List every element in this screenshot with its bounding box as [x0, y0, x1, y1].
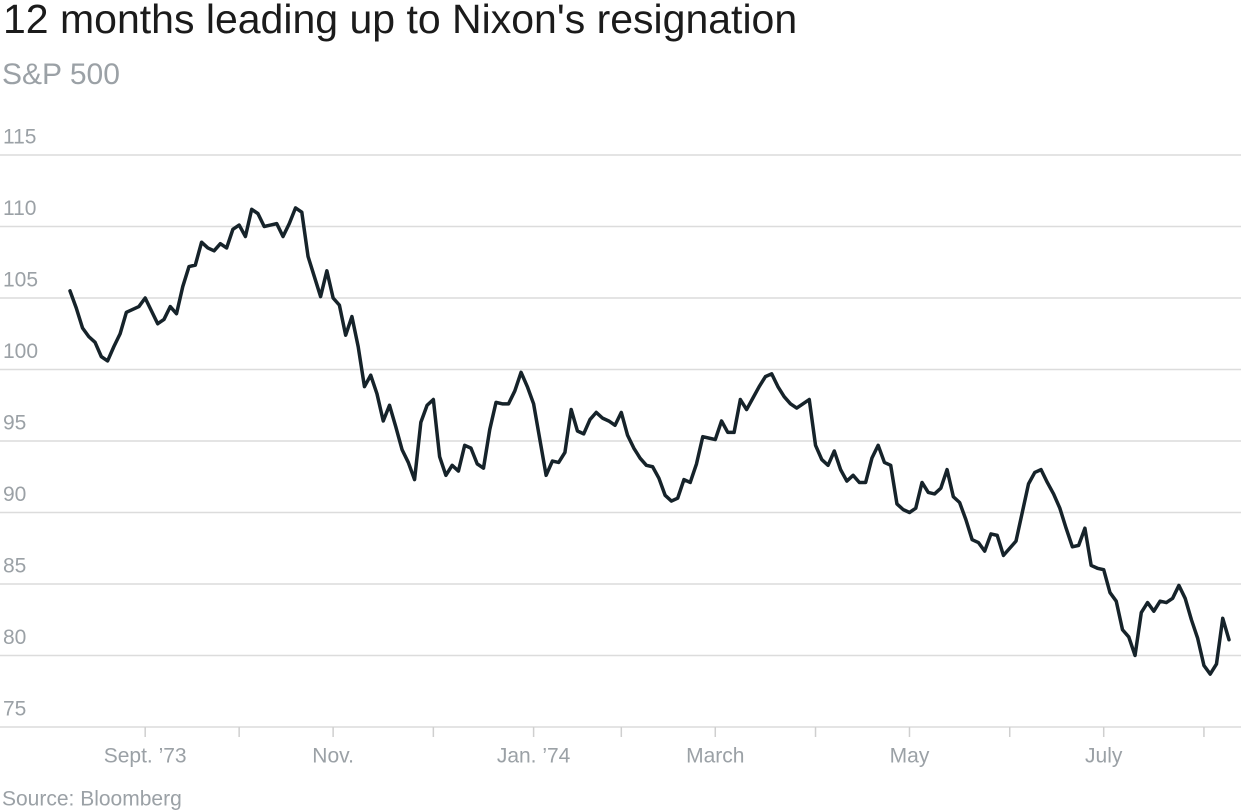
y-tick-label: 95	[3, 412, 26, 435]
y-tick-label: 115	[3, 126, 36, 149]
y-tick-label: 110	[3, 197, 36, 220]
y-tick-label: 75	[3, 698, 26, 721]
x-tick-label: Sept. ’73	[104, 745, 187, 768]
y-tick-label: 80	[3, 626, 26, 649]
y-tick-label: 100	[3, 340, 38, 363]
x-tick-label: July	[1085, 745, 1123, 768]
price-line	[68, 206, 1231, 676]
x-tick-label: Jan. ’74	[497, 745, 571, 768]
chart-subtitle: S&P 500	[2, 58, 120, 91]
source-note: Source: Bloomberg	[2, 788, 182, 811]
x-tick-label: May	[890, 745, 930, 768]
x-tick-label: March	[686, 745, 744, 768]
x-tick-label: Nov.	[312, 745, 354, 768]
y-tick-label: 105	[3, 269, 38, 292]
y-tick-label: 85	[3, 555, 26, 578]
chart-title: 12 months leading up to Nixon's resignat…	[3, 0, 797, 42]
y-tick-label: 90	[3, 483, 26, 506]
